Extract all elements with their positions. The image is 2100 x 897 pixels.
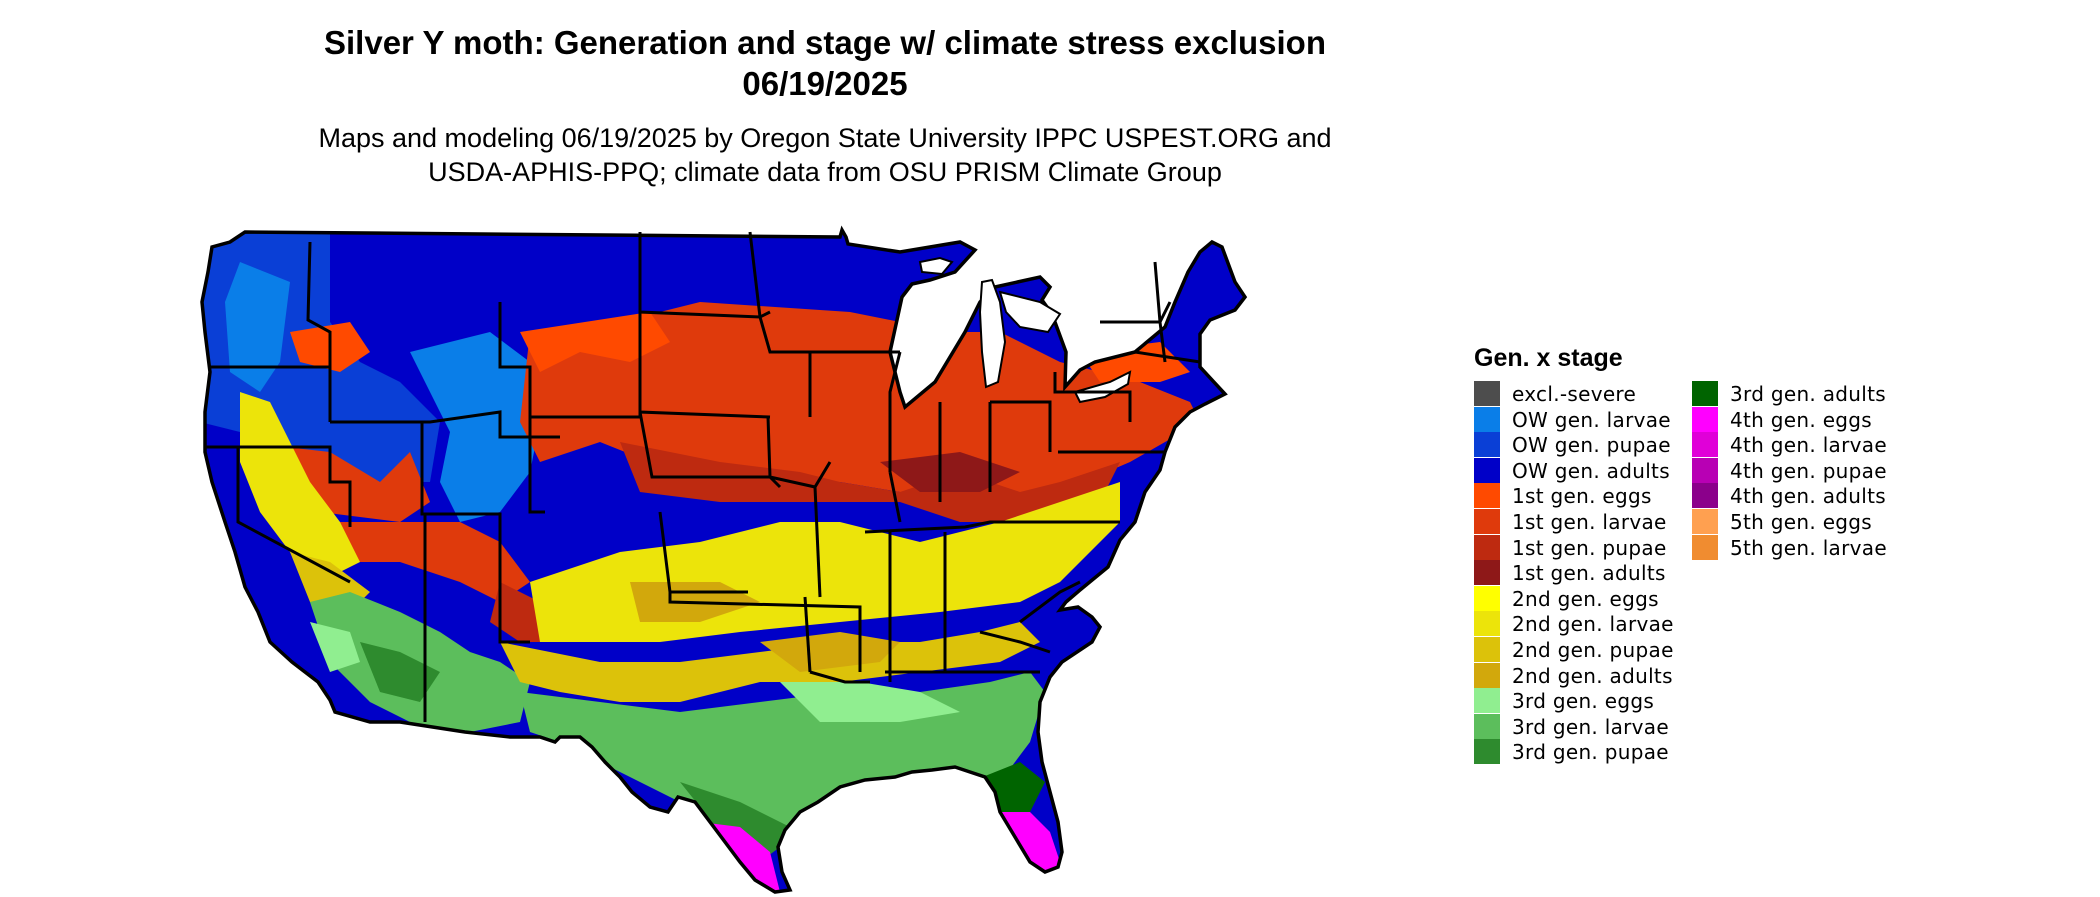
- legend-swatch: [1474, 457, 1500, 483]
- legend-label: 5th gen. larvae: [1730, 535, 1887, 560]
- legend-label: excl.-severe: [1512, 382, 1637, 406]
- legend-swatch: [1474, 432, 1500, 458]
- legend-title: Gen. x stage: [1474, 344, 1623, 372]
- legend-swatch: [1474, 739, 1500, 765]
- map-subtitle: Maps and modeling 06/19/2025 by Oregon S…: [160, 121, 1490, 189]
- legend-swatch: [1692, 432, 1718, 458]
- legend-label: 4th gen. adults: [1730, 484, 1886, 509]
- legend-label: 4th gen. pupae: [1730, 458, 1887, 483]
- legend-label: 2nd gen. larvae: [1512, 612, 1674, 637]
- legend-label: 4th gen. eggs: [1730, 407, 1873, 432]
- legend-label: 3rd gen. larvae: [1512, 714, 1669, 739]
- legend-swatch: [1692, 406, 1718, 432]
- legend-label: OW gen. adults: [1512, 458, 1670, 483]
- legend-label: 2nd gen. pupae: [1512, 637, 1674, 662]
- legend-label: 4th gen. larvae: [1730, 433, 1887, 458]
- legend-label: 1st gen. larvae: [1512, 509, 1667, 534]
- legend-label: 1st gen. eggs: [1512, 484, 1652, 509]
- legend-swatch: [1474, 611, 1500, 637]
- legend-swatch: [1474, 508, 1500, 534]
- legend-swatch: [1474, 483, 1500, 509]
- legend-swatch: [1474, 560, 1500, 586]
- legend-swatch: [1474, 406, 1500, 432]
- legend-label: 1st gen. pupae: [1512, 535, 1667, 560]
- legend-swatch: [1474, 381, 1500, 406]
- subtitle-line-1: Maps and modeling 06/19/2025 by Oregon S…: [318, 123, 1332, 153]
- subtitle-line-2: USDA-APHIS-PPQ; climate data from OSU PR…: [428, 157, 1222, 187]
- map-date: 06/19/2025: [742, 65, 908, 102]
- legend-swatch: [1474, 534, 1500, 560]
- legend-label: 3rd gen. eggs: [1512, 689, 1655, 714]
- legend-label: 3rd gen. adults: [1730, 382, 1886, 406]
- legend-label: 1st gen. adults: [1512, 561, 1666, 586]
- legend-swatch: [1474, 688, 1500, 714]
- map-title-text: Silver Y moth: Generation and stage w/ c…: [324, 24, 1326, 61]
- legend-label: OW gen. pupae: [1512, 433, 1671, 458]
- legend-label: 2nd gen. adults: [1512, 663, 1673, 688]
- legend-swatch: [1692, 483, 1718, 509]
- legend-swatch: [1474, 636, 1500, 662]
- legend-swatch: [1474, 713, 1500, 739]
- us-stage-map: [200, 228, 1247, 894]
- legend-label: 2nd gen. eggs: [1512, 586, 1659, 611]
- legend-swatch: [1692, 534, 1718, 560]
- legend-swatch: [1692, 457, 1718, 483]
- map-title: Silver Y moth: Generation and stage w/ c…: [160, 22, 1490, 104]
- legend-swatch: [1692, 508, 1718, 534]
- legend-swatch: [1474, 585, 1500, 611]
- legend-swatch: [1692, 381, 1718, 406]
- legend-label: 5th gen. eggs: [1730, 509, 1873, 534]
- legend-label: OW gen. larvae: [1512, 407, 1671, 432]
- legend-label: 3rd gen. pupae: [1512, 740, 1669, 765]
- legend-swatch: [1474, 662, 1500, 688]
